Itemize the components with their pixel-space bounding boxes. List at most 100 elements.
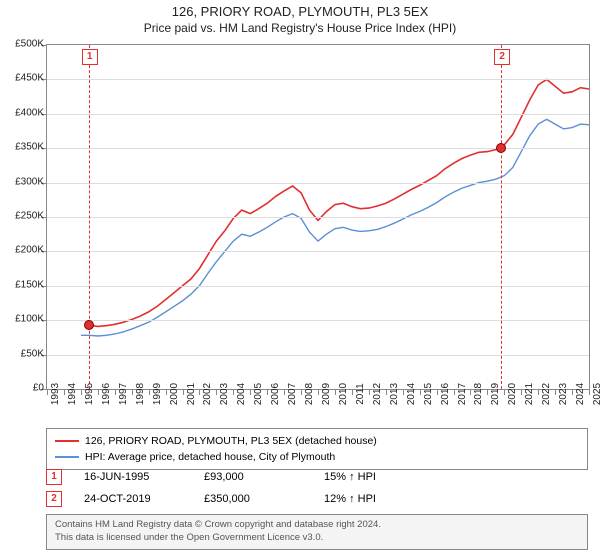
y-axis-label: £0 (0, 383, 44, 394)
x-axis-label: 2006 (270, 383, 281, 405)
x-axis-label: 1997 (118, 383, 129, 405)
x-axis-label: 2007 (287, 383, 298, 405)
sale-date-2: 24-OCT-2019 (84, 493, 204, 505)
x-tick (183, 389, 184, 395)
series-line (81, 119, 589, 336)
gridline-h (47, 183, 589, 184)
x-tick (318, 389, 319, 395)
sales-info: 1 16-JUN-1995 £93,000 15% ↑ HPI 2 24-OCT… (46, 466, 588, 510)
x-axis-label: 2003 (219, 383, 230, 405)
x-tick (420, 389, 421, 395)
legend-label-2: HPI: Average price, detached house, City… (85, 451, 335, 463)
y-axis-label: £50K (0, 348, 44, 359)
y-axis-label: £150K (0, 279, 44, 290)
x-axis-label: 2004 (236, 383, 247, 405)
x-tick (166, 389, 167, 395)
x-tick (369, 389, 370, 395)
x-axis-label: 1998 (135, 383, 146, 405)
x-axis-label: 2018 (473, 383, 484, 405)
sale-badge-2: 2 (46, 491, 62, 507)
x-tick (216, 389, 217, 395)
legend-label-1: 126, PRIORY ROAD, PLYMOUTH, PL3 5EX (det… (85, 435, 377, 447)
x-tick (454, 389, 455, 395)
x-axis-label: 2001 (186, 383, 197, 405)
x-tick (267, 389, 268, 395)
gridline-h (47, 114, 589, 115)
sale-price-2: £350,000 (204, 493, 324, 505)
x-axis-label: 2012 (372, 383, 383, 405)
x-axis-label: 2024 (575, 383, 586, 405)
x-axis-label: 2025 (592, 383, 600, 405)
y-axis-label: £100K (0, 314, 44, 325)
title-main: 126, PRIORY ROAD, PLYMOUTH, PL3 5EX (0, 4, 600, 19)
y-axis-label: £200K (0, 245, 44, 256)
x-axis-label: 2021 (524, 383, 535, 405)
x-tick (149, 389, 150, 395)
footer-attribution: Contains HM Land Registry data © Crown c… (46, 514, 588, 550)
x-tick (98, 389, 99, 395)
sale-hpi-1: 15% ↑ HPI (324, 471, 444, 483)
marker-line-2 (501, 45, 502, 389)
y-axis-label: £250K (0, 211, 44, 222)
x-axis-label: 2017 (457, 383, 468, 405)
y-axis-label: £350K (0, 142, 44, 153)
x-tick (437, 389, 438, 395)
x-axis-label: 2015 (423, 383, 434, 405)
title-sub: Price paid vs. HM Land Registry's House … (0, 21, 600, 35)
x-tick (470, 389, 471, 395)
x-tick (233, 389, 234, 395)
x-tick (487, 389, 488, 395)
x-tick (199, 389, 200, 395)
x-axis-label: 2019 (490, 383, 501, 405)
x-tick (132, 389, 133, 395)
gridline-h (47, 320, 589, 321)
x-axis-label: 2002 (202, 383, 213, 405)
x-tick (352, 389, 353, 395)
gridline-h (47, 217, 589, 218)
x-axis-label: 2022 (541, 383, 552, 405)
x-axis-label: 1994 (67, 383, 78, 405)
sale-badge-1: 1 (46, 469, 62, 485)
gridline-h (47, 286, 589, 287)
x-tick (521, 389, 522, 395)
marker-badge-1: 1 (82, 49, 98, 65)
x-axis-label: 2013 (389, 383, 400, 405)
x-axis-label: 2000 (169, 383, 180, 405)
y-axis-label: £450K (0, 73, 44, 84)
sale-row-2: 2 24-OCT-2019 £350,000 12% ↑ HPI (46, 488, 588, 510)
x-axis-label: 2005 (253, 383, 264, 405)
marker-dot-2 (496, 143, 506, 153)
x-tick (403, 389, 404, 395)
x-axis-label: 2011 (355, 383, 366, 405)
legend-swatch-1 (55, 440, 79, 442)
x-tick (555, 389, 556, 395)
price-chart: 12 (46, 44, 590, 390)
legend-row-series-1: 126, PRIORY ROAD, PLYMOUTH, PL3 5EX (det… (55, 433, 579, 449)
x-tick (115, 389, 116, 395)
x-axis-label: 1993 (50, 383, 61, 405)
x-axis-label: 1999 (152, 383, 163, 405)
x-axis-label: 2008 (304, 383, 315, 405)
x-axis-label: 1995 (84, 383, 95, 405)
sale-price-1: £93,000 (204, 471, 324, 483)
x-tick (589, 389, 590, 395)
x-tick (284, 389, 285, 395)
series-line (89, 79, 589, 326)
sale-date-1: 16-JUN-1995 (84, 471, 204, 483)
x-tick (572, 389, 573, 395)
x-tick (386, 389, 387, 395)
title-block: 126, PRIORY ROAD, PLYMOUTH, PL3 5EX Pric… (0, 0, 600, 37)
y-axis-label: £400K (0, 107, 44, 118)
y-axis-label: £300K (0, 176, 44, 187)
x-tick (538, 389, 539, 395)
x-axis-label: 2009 (321, 383, 332, 405)
y-axis-label: £500K (0, 39, 44, 50)
x-tick (81, 389, 82, 395)
footer-line-2: This data is licensed under the Open Gov… (55, 532, 579, 545)
gridline-h (47, 79, 589, 80)
marker-line-1 (89, 45, 90, 389)
x-tick (301, 389, 302, 395)
x-tick (504, 389, 505, 395)
x-axis-label: 2010 (338, 383, 349, 405)
legend-row-series-2: HPI: Average price, detached house, City… (55, 449, 579, 465)
